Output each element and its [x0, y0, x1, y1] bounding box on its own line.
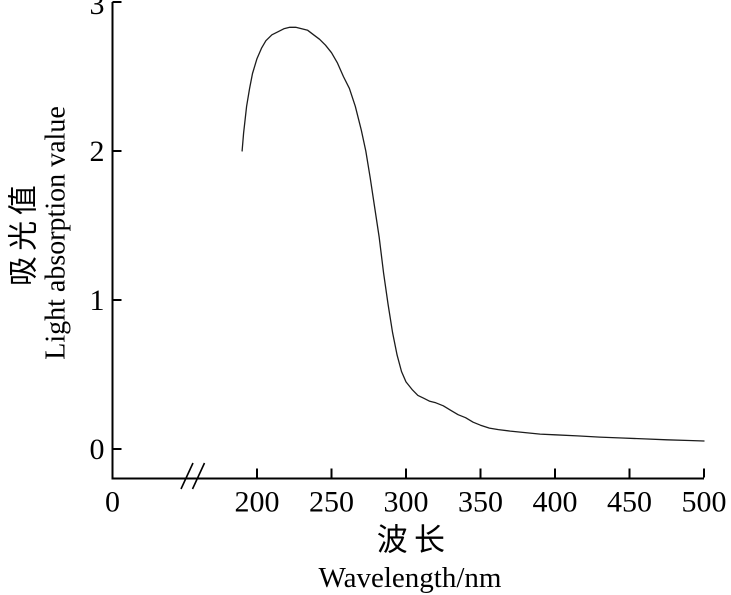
axis-spine	[111, 2, 704, 480]
axis-break-mark	[180, 462, 206, 490]
y-tick-label: 0	[90, 433, 105, 466]
x-tick-label: 450	[607, 486, 652, 519]
x-tick-label: 500	[682, 486, 727, 519]
spectrum-line	[241, 26, 705, 442]
x-tick-label: 400	[533, 486, 578, 519]
y-tick-label: 2	[90, 135, 105, 168]
y-axis-title-chinese: 吸光值	[8, 180, 41, 286]
x-tick-label: 0	[105, 486, 120, 519]
x-tick-label: 300	[384, 486, 429, 519]
x-axis-title-english: Wavelength/nm	[319, 562, 502, 594]
y-tick-label: 1	[90, 284, 105, 317]
x-tick-label: 200	[235, 486, 280, 519]
x-axis-title-chinese: 波长	[377, 523, 451, 558]
y-tick-label: 3	[90, 0, 105, 21]
axes: 0 1 2 3 0 200 250 300 350 400 450 500	[90, 0, 727, 519]
x-tick-label: 250	[309, 486, 354, 519]
break-slash	[191, 462, 206, 490]
break-slash	[180, 462, 194, 490]
y-axis-title-english: Light absorption value	[41, 106, 72, 360]
absorption-curve	[241, 26, 705, 442]
x-tick-label: 350	[458, 486, 503, 519]
